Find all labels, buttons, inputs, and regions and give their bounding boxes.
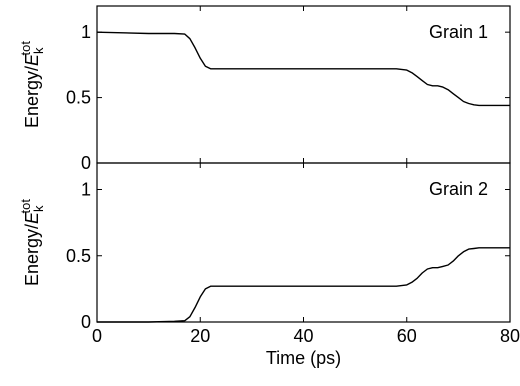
panel-2-ytick-label: 1: [81, 180, 91, 200]
panel-1-ytick-label: 0: [81, 153, 91, 173]
panel-2-ytick-label: 0: [81, 312, 91, 332]
ylabel-superscript: tot: [18, 199, 33, 214]
panel-1-label: Grain 1: [429, 22, 488, 42]
panel-1-ylabel: Energy/Ektot: [18, 41, 46, 128]
panel-2-ytick-label: 0.5: [66, 246, 91, 266]
panel-2-series-line: [97, 247, 510, 323]
panel-2-ylabel: Energy/Ektot: [18, 199, 46, 286]
x-tick-label: 0: [92, 326, 102, 346]
ylabel-text: Energy/: [22, 66, 42, 128]
panel-1-ytick-label: 1: [81, 22, 91, 42]
x-tick-label: 60: [397, 326, 417, 346]
panel-1-series-line: [96, 31, 510, 107]
x-tick-label: 20: [190, 326, 210, 346]
ylabel-superscript: tot: [18, 41, 33, 56]
ylabel-text: Energy/: [22, 224, 42, 286]
x-tick-label: 40: [293, 326, 313, 346]
ylabel-subscript: k: [31, 205, 46, 212]
ylabel-symbol: E: [22, 211, 42, 224]
x-tick-label: 80: [500, 326, 520, 346]
x-axis-label: Time (ps): [266, 348, 341, 368]
ylabel-subscript: k: [31, 47, 46, 54]
panel-1-ytick-label: 0.5: [66, 88, 91, 108]
ylabel-symbol: E: [22, 53, 42, 66]
panel-2-label: Grain 2: [429, 179, 488, 199]
